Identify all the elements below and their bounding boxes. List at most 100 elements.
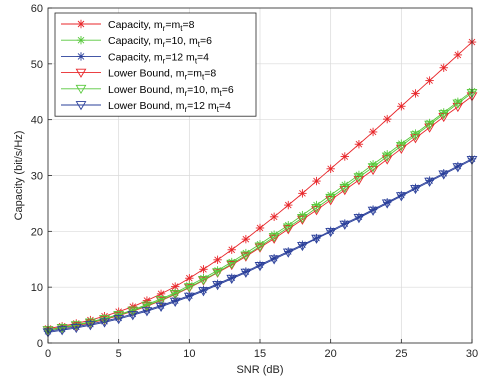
data-point bbox=[85, 321, 96, 331]
data-point bbox=[438, 112, 450, 123]
data-point bbox=[227, 245, 236, 254]
data-point bbox=[56, 326, 68, 336]
y-tick-label: 40 bbox=[31, 115, 43, 127]
data-point bbox=[311, 203, 322, 214]
data-point bbox=[255, 223, 265, 233]
legend-label: Lower Bound, mr=mt=8 bbox=[108, 68, 216, 82]
data-point bbox=[169, 297, 181, 307]
y-tick-label: 60 bbox=[31, 3, 43, 15]
legend-marker bbox=[75, 68, 87, 78]
data-point bbox=[397, 102, 406, 111]
data-point bbox=[311, 206, 322, 216]
data-point bbox=[339, 220, 351, 230]
data-point bbox=[298, 210, 307, 220]
legend-item: Lower Bound, mr=12 mt=4 bbox=[61, 100, 231, 114]
data-point bbox=[410, 131, 421, 141]
legend: Capacity, mr=mt=8 Capacity, mr=10, mt=6 Ca… bbox=[54, 12, 257, 117]
data-point bbox=[367, 166, 379, 176]
data-point bbox=[185, 274, 194, 283]
legend-box bbox=[54, 12, 257, 117]
data-point bbox=[99, 318, 110, 328]
data-point bbox=[127, 306, 139, 316]
legend-label: Lower Bound, mr=10, mt=6 bbox=[108, 84, 234, 98]
data-point bbox=[213, 255, 222, 265]
data-point bbox=[240, 251, 252, 261]
legend-item: Lower Bound, mr=mt=8 bbox=[61, 68, 216, 82]
legend-label: Lower Bound, mr=12 mt=4 bbox=[108, 100, 231, 114]
x-tick-label: 0 bbox=[45, 348, 51, 360]
data-point bbox=[439, 63, 448, 72]
legend-label: Capacity, mr=10, mt=6 bbox=[108, 35, 212, 49]
data-point bbox=[381, 155, 393, 165]
data-point bbox=[340, 152, 349, 161]
data-point bbox=[326, 164, 335, 173]
y-tick-label: 30 bbox=[31, 171, 43, 183]
data-point bbox=[56, 324, 68, 334]
data-point bbox=[453, 50, 463, 60]
data-point bbox=[353, 173, 365, 183]
x-tick-label: 15 bbox=[254, 348, 266, 360]
data-point bbox=[297, 241, 308, 252]
legend-item: Capacity, mr=10, mt=6 bbox=[61, 35, 212, 49]
x-tick-label: 5 bbox=[116, 348, 122, 360]
data-point bbox=[452, 163, 464, 173]
legend-marker bbox=[75, 101, 87, 111]
data-point bbox=[381, 199, 393, 209]
data-point bbox=[282, 225, 294, 235]
data-point bbox=[169, 289, 181, 300]
data-point bbox=[325, 227, 337, 238]
data-point bbox=[425, 76, 434, 85]
y-tick-label: 20 bbox=[31, 226, 43, 238]
data-point bbox=[383, 114, 392, 124]
data-point bbox=[141, 301, 153, 311]
data-point bbox=[183, 283, 195, 293]
data-point bbox=[226, 259, 238, 269]
data-point bbox=[410, 134, 421, 144]
x-tick-label: 25 bbox=[395, 348, 407, 360]
data-point bbox=[424, 123, 435, 133]
data-point bbox=[368, 127, 378, 137]
data-point bbox=[282, 223, 294, 233]
data-point bbox=[226, 274, 238, 285]
data-point bbox=[339, 183, 351, 194]
data-point bbox=[424, 177, 435, 187]
data-point bbox=[85, 318, 96, 328]
y-tick-label: 50 bbox=[31, 59, 43, 71]
data-point bbox=[438, 170, 450, 180]
series-5 bbox=[42, 88, 478, 336]
data-point bbox=[282, 248, 294, 258]
x-tick-label: 10 bbox=[183, 348, 195, 360]
y-axis-label: Capacity (bit/s/Hz) bbox=[13, 131, 25, 221]
data-point bbox=[268, 233, 280, 243]
legend-marker bbox=[76, 19, 86, 29]
data-point bbox=[254, 262, 266, 272]
data-point bbox=[268, 234, 280, 244]
data-point bbox=[113, 315, 125, 325]
data-point bbox=[438, 110, 450, 120]
data-point bbox=[298, 189, 307, 198]
data-point bbox=[241, 234, 251, 244]
legend-label: Capacity, mr=mt=8 bbox=[108, 19, 195, 33]
data-point bbox=[353, 176, 365, 186]
data-point bbox=[155, 302, 167, 312]
data-point bbox=[199, 265, 208, 274]
data-point bbox=[325, 193, 337, 204]
series-line bbox=[47, 92, 473, 331]
data-point bbox=[268, 255, 280, 265]
data-point bbox=[240, 268, 252, 278]
legend-item: Lower Bound, mr=10, mt=6 bbox=[61, 84, 234, 98]
data-point bbox=[155, 296, 167, 306]
data-point bbox=[297, 214, 308, 224]
data-point bbox=[395, 142, 407, 152]
data-point bbox=[156, 289, 166, 299]
data-point bbox=[452, 99, 464, 109]
data-point bbox=[325, 196, 337, 206]
data-point bbox=[395, 192, 407, 202]
data-point bbox=[381, 152, 393, 162]
legend-marker bbox=[76, 36, 86, 45]
data-point bbox=[141, 307, 153, 317]
data-point bbox=[367, 206, 379, 216]
data-point bbox=[70, 321, 82, 331]
data-point bbox=[171, 282, 180, 291]
